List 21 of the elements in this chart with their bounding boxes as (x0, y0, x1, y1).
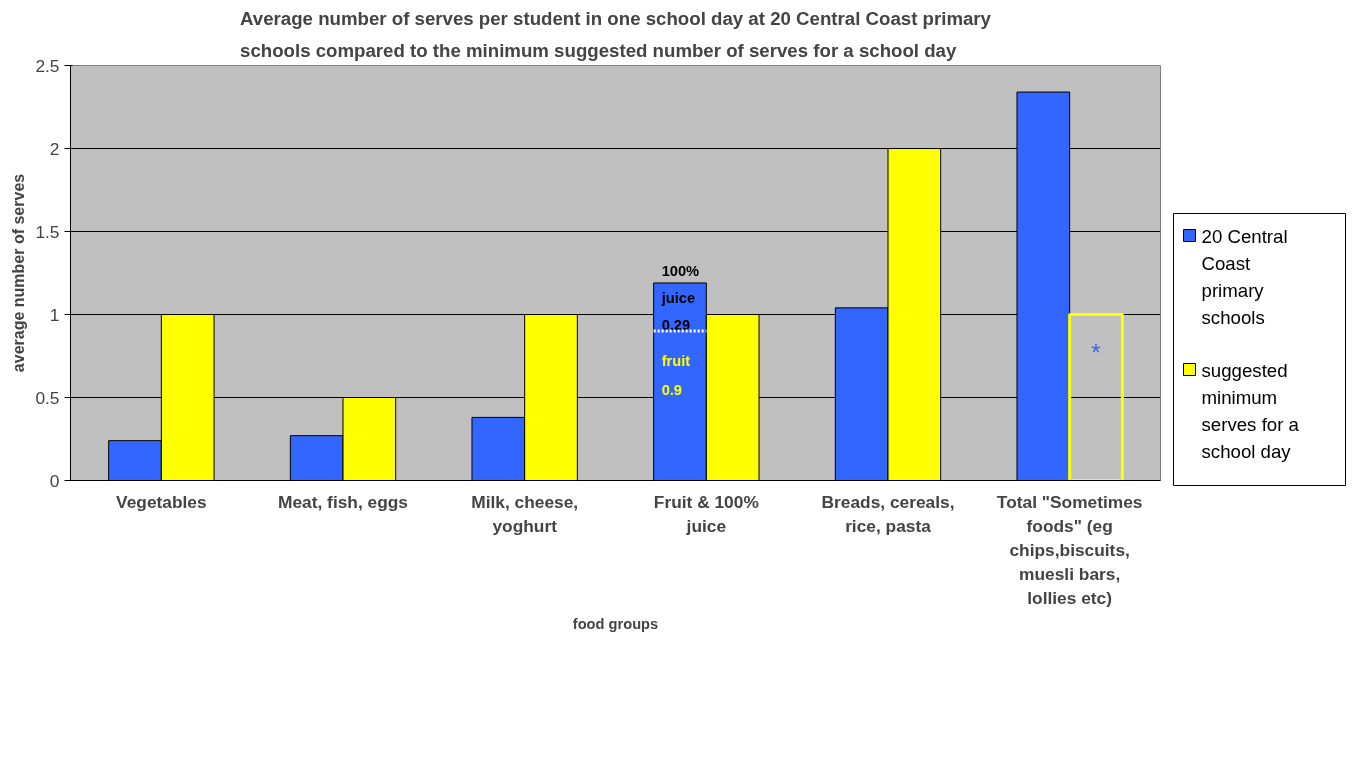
x-axis-title: food groups (572, 615, 659, 632)
x-tick-label: Fruit & 100% juice (653, 491, 759, 536)
x-tick-label: Vegetables (116, 491, 207, 512)
y-tick-label: 0 (49, 470, 60, 491)
y-tick-label: 0.5 (35, 387, 60, 408)
x-tick-label: Total "Sometimes foods" (eg chips,biscuits, muesli bars, lollies etc) (996, 491, 1143, 608)
chart-title: Average number of serves per student in one school day at 20 Central Coast primary schools compared to the minimum suggested number of serves for a school day (240, 8, 992, 61)
y-tick-label: 2.5 (35, 55, 60, 76)
x-tick-label: Milk, cheese, yoghurt (471, 491, 579, 536)
x-tick-label: Breads, cereals, rice, pasta (821, 491, 955, 536)
y-tick-label: 2 (49, 138, 60, 159)
annotation: * (1091, 339, 1101, 367)
legend-label: suggested minimum serves for a school day (1201, 359, 1300, 462)
y-tick-label: 1 (49, 304, 60, 325)
y-axis-title: average number of serves (10, 173, 28, 373)
annotation: fruit 0.9 (661, 353, 691, 398)
annotation: 100% juice 0.29 (660, 262, 700, 334)
y-tick-label: 1.5 (35, 221, 60, 242)
legend-label: 20 Central Coast primary schools (1201, 225, 1288, 328)
x-tick-label: Meat, fish, eggs (278, 491, 409, 512)
bar (1068, 313, 1124, 481)
